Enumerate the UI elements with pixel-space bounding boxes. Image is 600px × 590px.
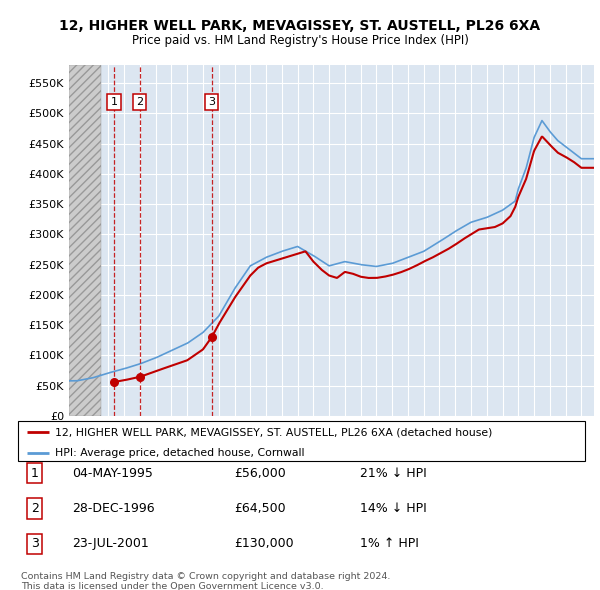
Text: Contains HM Land Registry data © Crown copyright and database right 2024.: Contains HM Land Registry data © Crown c… — [21, 572, 391, 581]
Text: 14% ↓ HPI: 14% ↓ HPI — [360, 502, 427, 515]
Text: 1% ↑ HPI: 1% ↑ HPI — [360, 537, 419, 550]
Text: 12, HIGHER WELL PARK, MEVAGISSEY, ST. AUSTELL, PL26 6XA: 12, HIGHER WELL PARK, MEVAGISSEY, ST. AU… — [59, 19, 541, 34]
Text: 2: 2 — [31, 502, 39, 515]
Text: 23-JUL-2001: 23-JUL-2001 — [72, 537, 149, 550]
Text: £130,000: £130,000 — [234, 537, 293, 550]
Text: Price paid vs. HM Land Registry's House Price Index (HPI): Price paid vs. HM Land Registry's House … — [131, 34, 469, 47]
Text: 1: 1 — [110, 97, 118, 107]
Bar — [69, 65, 101, 416]
FancyBboxPatch shape — [18, 421, 585, 461]
Text: 28-DEC-1996: 28-DEC-1996 — [72, 502, 155, 515]
Text: HPI: Average price, detached house, Cornwall: HPI: Average price, detached house, Corn… — [55, 448, 304, 458]
Text: 04-MAY-1995: 04-MAY-1995 — [72, 467, 153, 480]
Text: 3: 3 — [31, 537, 39, 550]
Text: £56,000: £56,000 — [234, 467, 286, 480]
Text: £64,500: £64,500 — [234, 502, 286, 515]
Text: 1: 1 — [31, 467, 39, 480]
Text: This data is licensed under the Open Government Licence v3.0.: This data is licensed under the Open Gov… — [21, 582, 323, 590]
Text: 3: 3 — [208, 97, 215, 107]
Text: 12, HIGHER WELL PARK, MEVAGISSEY, ST. AUSTELL, PL26 6XA (detached house): 12, HIGHER WELL PARK, MEVAGISSEY, ST. AU… — [55, 428, 492, 438]
Text: 2: 2 — [136, 97, 143, 107]
Text: 21% ↓ HPI: 21% ↓ HPI — [360, 467, 427, 480]
